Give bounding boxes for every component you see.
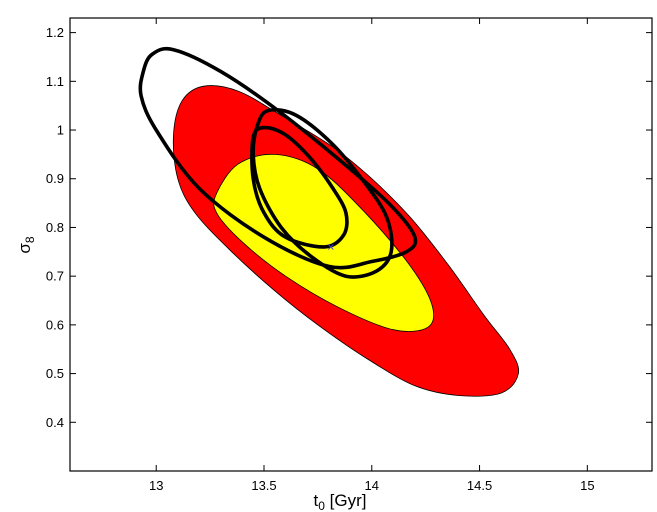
y-tick-label: 1.2 [46,25,64,40]
y-tick-label: 0.6 [46,317,64,332]
x-axis-label: t0 [Gyr] [314,491,367,512]
y-tick-label: 1.1 [46,74,64,89]
x-tick-label: 13 [149,478,163,493]
line-contour-middle [251,107,394,279]
filled-contours [172,85,520,397]
y-tick-label: 0.5 [46,366,64,381]
y-axis-label: σ8 [15,236,37,254]
filled-contour-inner [213,153,435,332]
y-tick-label: 0.9 [46,171,64,186]
line-contours [138,46,418,279]
x-axis-label-sub: 0 [318,499,325,512]
x-tick-label: 14.5 [467,478,492,493]
plot-frame [69,17,653,472]
x-axis-ticks: 13 13.5 14 14.5 15 [149,18,595,493]
line-contour-outer [138,46,418,270]
y-axis-label-main: σ [15,243,34,254]
y-axis-ticks: 0.4 0.5 0.6 0.7 0.8 0.9 1 1.1 1.2 [46,25,652,430]
y-axis-label-sub: 8 [23,236,37,243]
line-contour-inner [250,125,349,249]
y-tick-label: 0.4 [46,415,64,430]
y-tick-label: 0.8 [46,220,64,235]
x-axis-label-unit: [Gyr] [325,491,367,510]
y-tick-label: 1 [57,123,64,138]
x-tick-label: 13.5 [251,478,276,493]
best-fit-marker [327,244,334,250]
x-tick-label: 15 [580,478,594,493]
y-tick-label: 0.7 [46,269,64,284]
best-fit-markers [327,244,334,250]
x-axis-label-main: t [314,491,319,510]
x-tick-label: 14 [365,478,379,493]
